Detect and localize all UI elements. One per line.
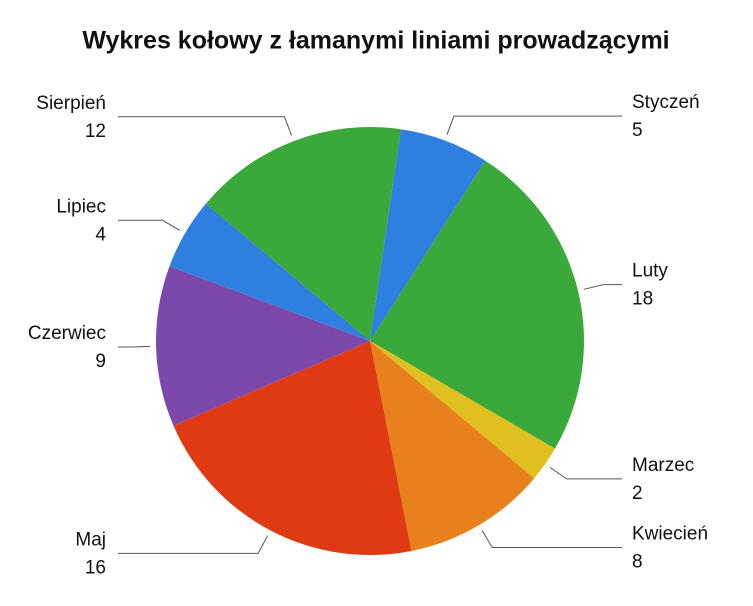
pie-slice [370, 129, 486, 341]
slice-value: 12 [85, 121, 106, 142]
slices [156, 127, 584, 555]
slice-label: Kwiecień [632, 524, 708, 545]
slice-value: 8 [632, 552, 643, 573]
leader-line [118, 116, 293, 136]
slice-value: 5 [632, 120, 643, 141]
slice-label: Styczeń [632, 92, 700, 113]
leader-line [118, 535, 268, 554]
slice-label: Maj [75, 529, 106, 550]
leader-line [481, 530, 622, 549]
chart-title: Wykres kołowy z łamanymi liniami prowadz… [82, 27, 669, 55]
slice-value: 9 [95, 351, 106, 372]
pie-slice [370, 341, 555, 479]
pie-slice [205, 127, 401, 341]
pie-slice [370, 341, 535, 551]
pie-slice [370, 160, 584, 449]
leader-line [118, 219, 181, 231]
slice-value: 16 [85, 557, 106, 578]
slice-label: Sierpień [36, 93, 106, 114]
slice-label: Lipiec [56, 196, 106, 217]
leader-line [583, 284, 622, 290]
pie-slice [173, 341, 412, 555]
slice-label: Marzec [632, 455, 694, 476]
leader-line [549, 466, 622, 480]
slice-label: Luty [632, 261, 668, 282]
pie-slice [156, 266, 370, 426]
slice-value: 18 [632, 289, 653, 310]
slice-value: 4 [95, 224, 106, 245]
slice-label: Czerwiec [28, 323, 106, 344]
pie-slice [169, 203, 370, 341]
leader-line [446, 115, 622, 136]
slice-value: 2 [632, 483, 643, 504]
